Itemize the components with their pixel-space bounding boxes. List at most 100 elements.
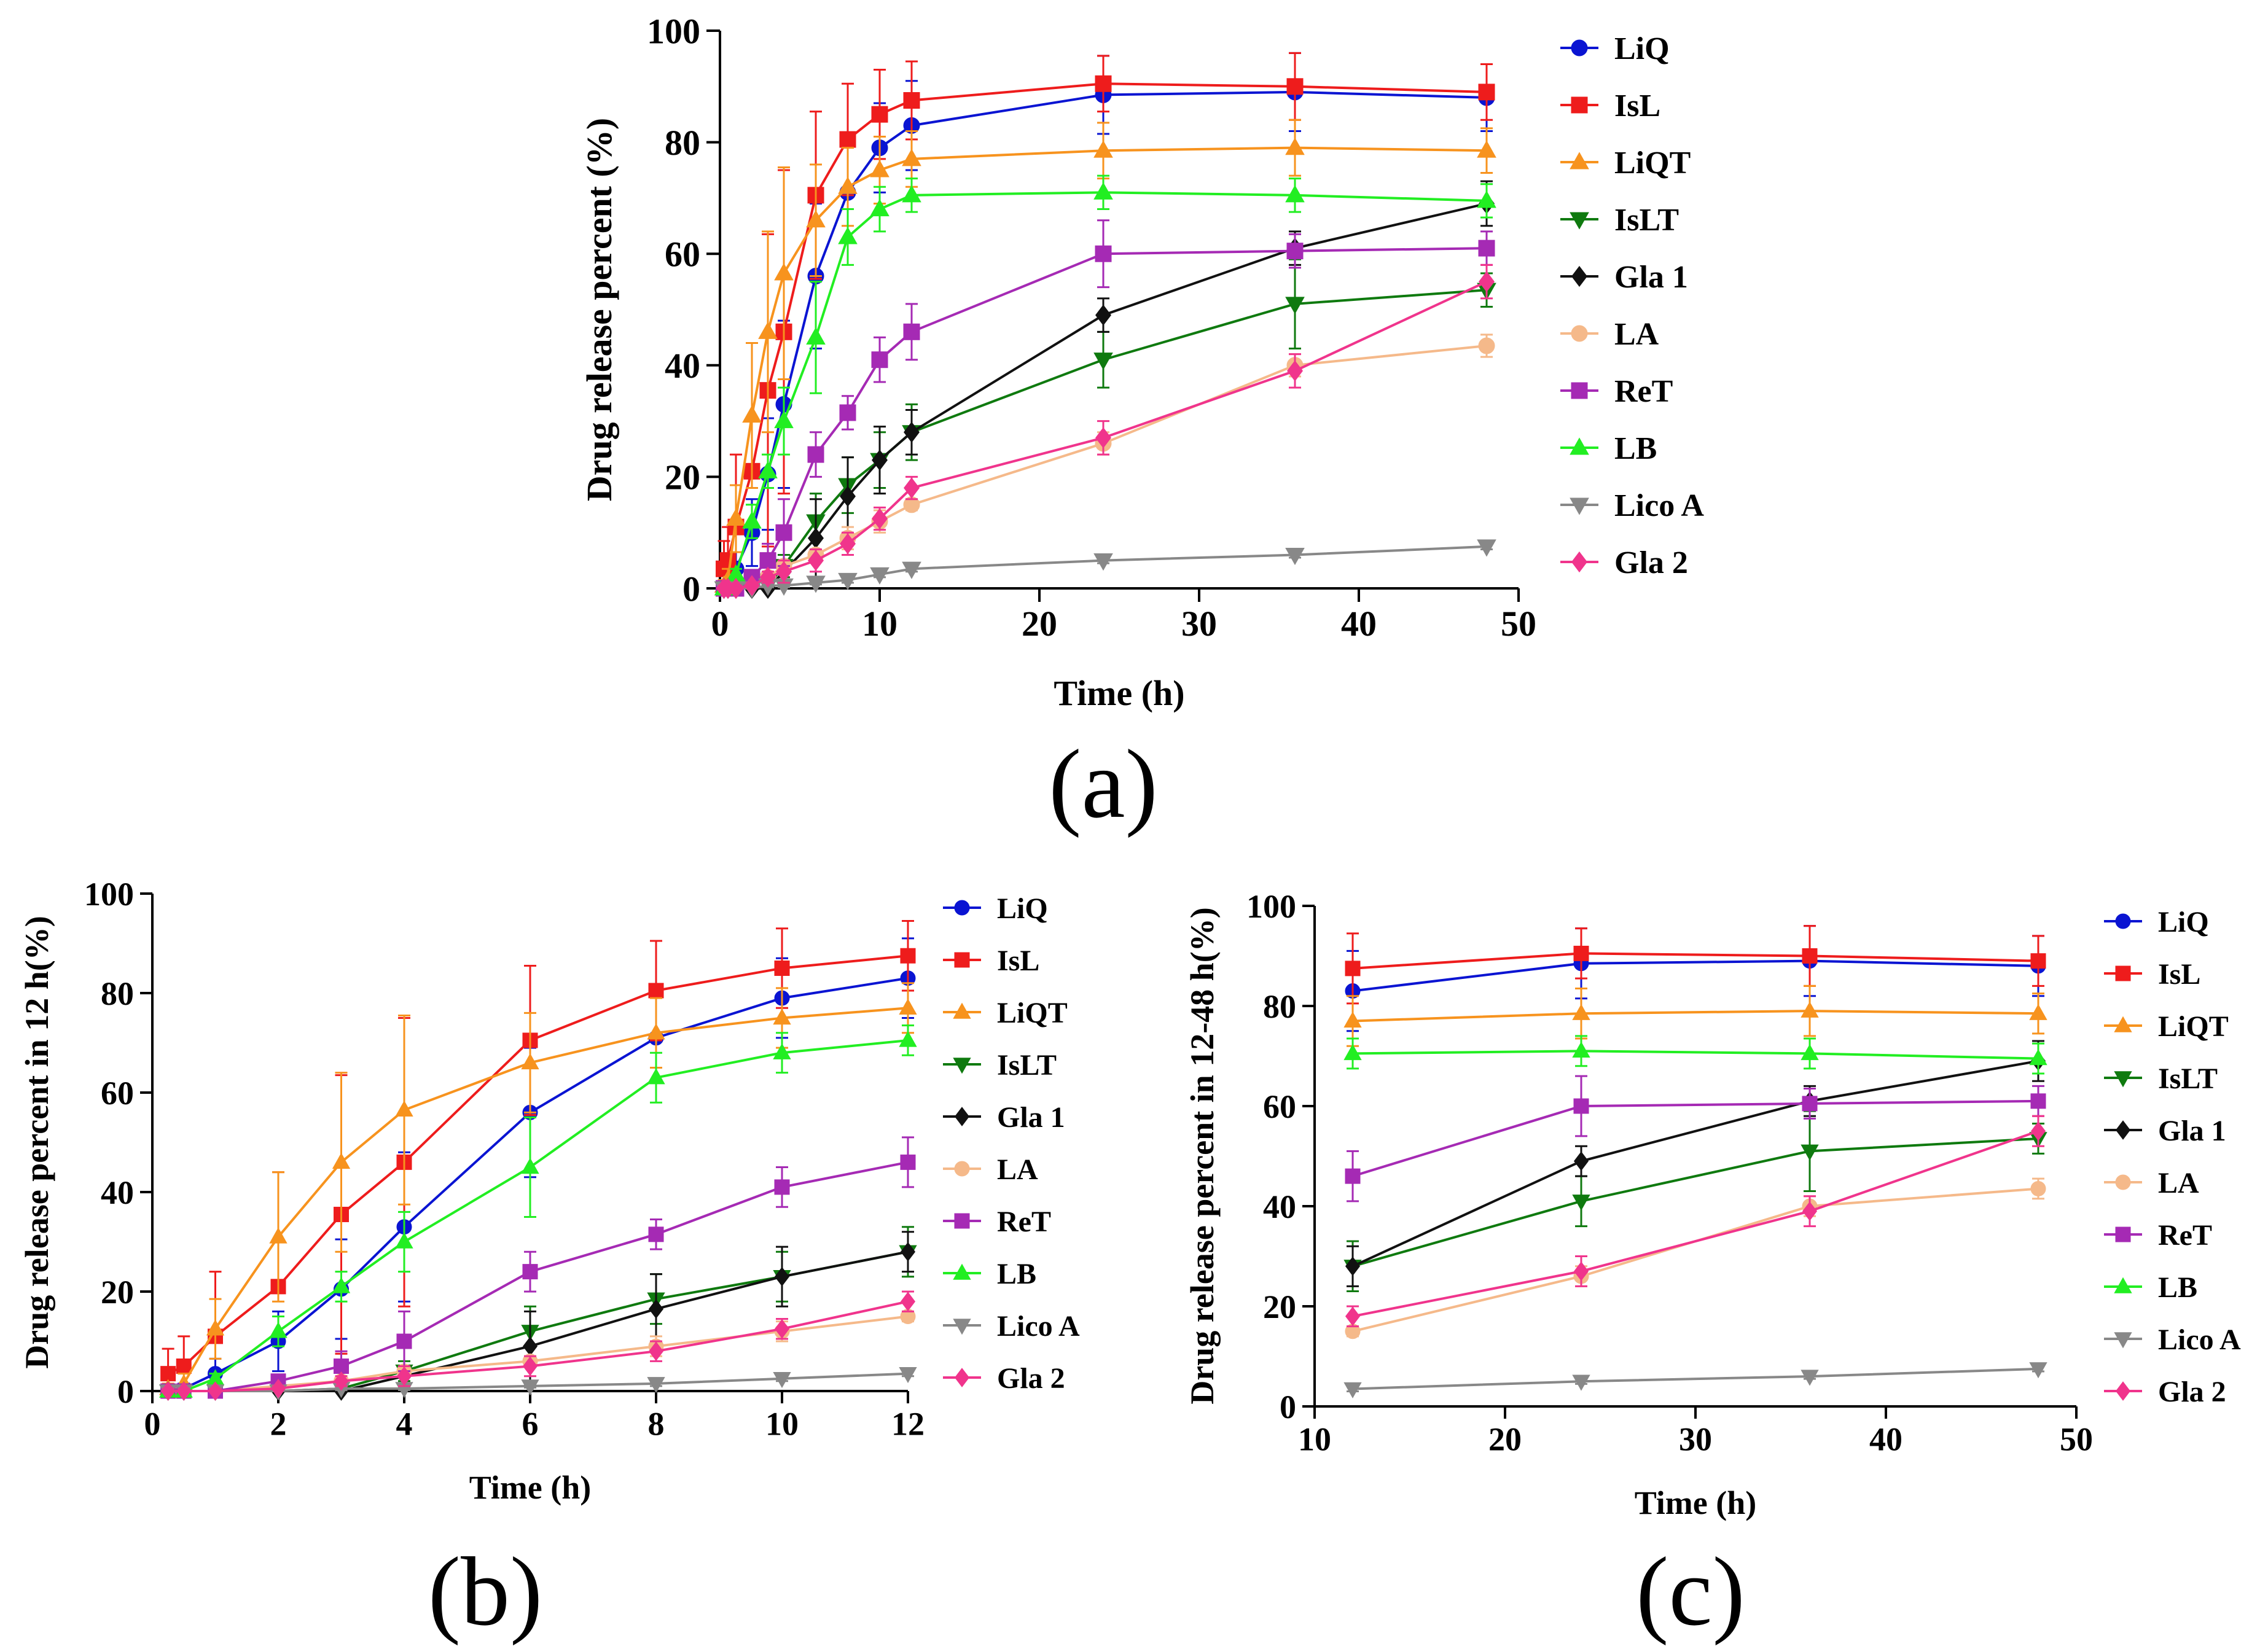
legend-label: IsL xyxy=(997,945,1039,977)
data-point-islt xyxy=(1093,353,1113,370)
legend-label: LA xyxy=(1614,317,1659,352)
legend-marker xyxy=(2114,1332,2132,1349)
data-point-lb xyxy=(870,198,890,217)
legend-marker xyxy=(1571,265,1587,287)
legend-item-liq: LiQ xyxy=(943,892,1048,925)
panel-label: (a) xyxy=(1049,729,1158,838)
legend-item-la: LA xyxy=(1560,317,1659,352)
y-tick-label: 20 xyxy=(1263,1288,1296,1325)
data-point-ret xyxy=(1286,243,1304,260)
data-point-lb xyxy=(838,227,858,244)
legend-marker xyxy=(2114,1016,2132,1032)
legend-marker xyxy=(2114,1277,2132,1293)
chart-panel-b: 0 2 4 6 8 10 12 0 20 40 60 80 100 Time (h) Drug releas… xyxy=(18,876,1080,1646)
legend-label: LB xyxy=(997,1258,1036,1290)
series-lb xyxy=(1343,1035,2047,1075)
data-point-ret xyxy=(807,446,824,463)
legend-item-liqt: LiQT xyxy=(2104,1010,2229,1043)
data-point-liqt xyxy=(742,405,762,423)
x-tick-label: 0 xyxy=(144,1405,161,1442)
data-point-ret xyxy=(775,524,792,541)
x-tick-label: 12 xyxy=(891,1405,925,1442)
series-line-liqt xyxy=(168,1007,909,1390)
panel-label: (b) xyxy=(428,1537,543,1646)
data-point-gla-2 xyxy=(904,477,920,499)
data-point-liqt xyxy=(395,1100,413,1117)
data-point-isl xyxy=(1286,78,1304,95)
series-liqt xyxy=(1343,984,2047,1047)
data-point-liqt xyxy=(899,998,917,1015)
series-line-liq xyxy=(1352,959,2039,992)
y-tick-label: 20 xyxy=(665,458,700,497)
legend-item-islt: IsLT xyxy=(1560,203,1679,238)
legend-item-gla-2: Gla 2 xyxy=(1560,545,1688,580)
data-point-lb xyxy=(742,511,762,529)
legend-marker xyxy=(1571,551,1587,573)
legend-item-lico-a: Lico A xyxy=(943,1310,1080,1343)
data-point-gla-2 xyxy=(1345,1306,1361,1327)
data-point-ret xyxy=(522,1264,538,1280)
legend-item-lb: LB xyxy=(2104,1271,2197,1304)
data-point-gla-2 xyxy=(728,577,744,599)
y-tick-label: 0 xyxy=(117,1373,134,1410)
legend-marker xyxy=(1571,382,1588,399)
legend-item-lico-a: Lico A xyxy=(1560,488,1704,523)
data-point-lb xyxy=(269,1322,287,1338)
y-tick-label: 60 xyxy=(665,235,700,275)
y-tick-label: 60 xyxy=(1263,1088,1296,1125)
series-liqt xyxy=(158,982,917,1395)
data-point-liqt xyxy=(521,1053,539,1070)
chart-panel-c: 10 20 30 40 50 0 20 40 60 80 100 Time (h) Drug relea… xyxy=(1184,888,2241,1646)
data-point-isl xyxy=(900,948,916,964)
legend-label: LA xyxy=(997,1153,1038,1186)
series-isl xyxy=(1345,925,2046,1005)
data-point-lico-a xyxy=(838,572,858,591)
legend-item-lb: LB xyxy=(1560,431,1657,466)
data-point-gla-1 xyxy=(1345,1256,1361,1276)
data-point-gla-2 xyxy=(1802,1201,1818,1221)
series-gla-2 xyxy=(716,263,1495,599)
x-tick-label: 50 xyxy=(2060,1421,2093,1457)
legend-label: Lico A xyxy=(1614,488,1704,523)
data-point-liqt xyxy=(806,210,826,228)
y-tick-label: 20 xyxy=(101,1274,134,1311)
legend-item-liq: LiQ xyxy=(1560,31,1670,66)
series-line-liqt xyxy=(722,146,1487,587)
data-point-liqt xyxy=(1343,1012,1362,1028)
series-ret xyxy=(1345,1075,2046,1203)
data-point-lico-a xyxy=(1343,1382,1362,1398)
legend-label: Lico A xyxy=(997,1310,1080,1343)
series-gla-2 xyxy=(160,1290,916,1401)
legend-marker xyxy=(953,1263,971,1280)
legend-item-isl: IsL xyxy=(2104,958,2200,991)
x-tick-label: 30 xyxy=(1181,604,1217,644)
x-tick-label: 8 xyxy=(648,1405,665,1442)
x-tick-label: 10 xyxy=(765,1405,799,1442)
legend-item-ret: ReT xyxy=(1560,374,1673,409)
series-la xyxy=(1345,1177,2046,1339)
data-point-liqt xyxy=(1801,1001,1819,1018)
legend-item-gla-1: Gla 1 xyxy=(943,1101,1065,1134)
data-point-lico-a xyxy=(1801,1370,1819,1386)
data-point-liqt xyxy=(726,508,746,526)
data-point-lb xyxy=(1285,185,1305,203)
series-line-liqt xyxy=(1352,1010,2039,1023)
legend-marker xyxy=(1571,39,1588,57)
data-point-liqt xyxy=(332,1152,351,1169)
data-point-ret xyxy=(648,1226,664,1242)
y-tick-label: 80 xyxy=(101,975,134,1012)
data-point-ret xyxy=(759,552,776,569)
legend-label: IsL xyxy=(2158,958,2200,991)
data-point-lico-a xyxy=(2029,1362,2047,1379)
data-point-isl xyxy=(648,983,664,999)
y-axis-title: Drug release percent in 12-48 h(%) xyxy=(1184,907,1221,1404)
legend-label: Gla 2 xyxy=(997,1362,1065,1395)
legend-item-liqt: LiQT xyxy=(943,997,1068,1029)
x-tick-label: 20 xyxy=(1022,604,1057,644)
legend-label: ReT xyxy=(2158,1219,2212,1252)
legend-label: LiQT xyxy=(1614,146,1691,181)
data-point-lb xyxy=(2029,1049,2047,1066)
data-point-ret xyxy=(334,1359,349,1374)
legend-item-lico-a: Lico A xyxy=(2104,1323,2241,1356)
data-point-gla-2 xyxy=(396,1366,412,1386)
